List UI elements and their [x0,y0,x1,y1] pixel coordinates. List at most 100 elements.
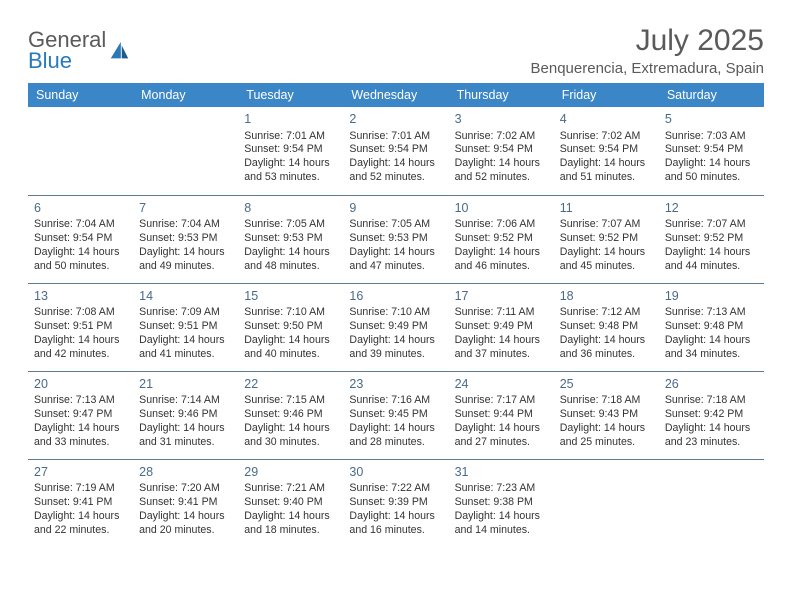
sunrise-line: Sunrise: 7:19 AM [34,482,127,496]
calendar-day: 14Sunrise: 7:09 AMSunset: 9:51 PMDayligh… [133,283,238,371]
day-number: 15 [244,288,337,305]
day-info: Sunrise: 7:21 AMSunset: 9:40 PMDaylight:… [244,482,337,538]
sunset-line: Sunset: 9:51 PM [139,320,232,334]
day-number: 26 [665,376,758,393]
calendar-day: 5Sunrise: 7:03 AMSunset: 9:54 PMDaylight… [659,107,764,195]
weekday-header: Tuesday [238,83,343,107]
calendar-day: 10Sunrise: 7:06 AMSunset: 9:52 PMDayligh… [449,195,554,283]
brand-line2: Blue [28,51,106,72]
sunset-line: Sunset: 9:40 PM [244,496,337,510]
sunrise-line: Sunrise: 7:16 AM [349,394,442,408]
day-number: 31 [455,464,548,481]
day-number: 10 [455,200,548,217]
sunrise-line: Sunrise: 7:05 AM [244,218,337,232]
day-number: 4 [560,111,653,128]
sunset-line: Sunset: 9:39 PM [349,496,442,510]
day-info: Sunrise: 7:10 AMSunset: 9:49 PMDaylight:… [349,306,442,362]
day-info: Sunrise: 7:01 AMSunset: 9:54 PMDaylight:… [244,130,337,186]
daylight-line: Daylight: 14 hours and 27 minutes. [455,422,548,450]
sunrise-line: Sunrise: 7:22 AM [349,482,442,496]
calendar-day: 13Sunrise: 7:08 AMSunset: 9:51 PMDayligh… [28,283,133,371]
day-number: 24 [455,376,548,393]
daylight-line: Daylight: 14 hours and 22 minutes. [34,510,127,538]
day-number: 25 [560,376,653,393]
title-block: July 2025 Benquerencia, Extremadura, Spa… [531,24,764,77]
daylight-line: Daylight: 14 hours and 39 minutes. [349,334,442,362]
sunrise-line: Sunrise: 7:03 AM [665,130,758,144]
sunrise-line: Sunrise: 7:11 AM [455,306,548,320]
day-info: Sunrise: 7:09 AMSunset: 9:51 PMDaylight:… [139,306,232,362]
sunset-line: Sunset: 9:52 PM [560,232,653,246]
calendar-week: 27Sunrise: 7:19 AMSunset: 9:41 PMDayligh… [28,459,764,547]
sunset-line: Sunset: 9:54 PM [244,143,337,157]
sunset-line: Sunset: 9:54 PM [665,143,758,157]
calendar-day: 19Sunrise: 7:13 AMSunset: 9:48 PMDayligh… [659,283,764,371]
day-info: Sunrise: 7:08 AMSunset: 9:51 PMDaylight:… [34,306,127,362]
calendar-day: 26Sunrise: 7:18 AMSunset: 9:42 PMDayligh… [659,371,764,459]
day-info: Sunrise: 7:01 AMSunset: 9:54 PMDaylight:… [349,130,442,186]
daylight-line: Daylight: 14 hours and 51 minutes. [560,157,653,185]
sunset-line: Sunset: 9:47 PM [34,408,127,422]
sunset-line: Sunset: 9:41 PM [139,496,232,510]
weekday-header: Sunday [28,83,133,107]
sunrise-line: Sunrise: 7:17 AM [455,394,548,408]
sunrise-line: Sunrise: 7:05 AM [349,218,442,232]
calendar-week: 20Sunrise: 7:13 AMSunset: 9:47 PMDayligh… [28,371,764,459]
day-info: Sunrise: 7:18 AMSunset: 9:42 PMDaylight:… [665,394,758,450]
weekday-header: Wednesday [343,83,448,107]
sunrise-line: Sunrise: 7:10 AM [244,306,337,320]
sunset-line: Sunset: 9:54 PM [349,143,442,157]
day-info: Sunrise: 7:02 AMSunset: 9:54 PMDaylight:… [455,130,548,186]
weekday-header: Thursday [449,83,554,107]
day-info: Sunrise: 7:13 AMSunset: 9:48 PMDaylight:… [665,306,758,362]
day-info: Sunrise: 7:10 AMSunset: 9:50 PMDaylight:… [244,306,337,362]
daylight-line: Daylight: 14 hours and 52 minutes. [455,157,548,185]
calendar-day-empty [133,107,238,195]
day-number: 13 [34,288,127,305]
calendar-day: 27Sunrise: 7:19 AMSunset: 9:41 PMDayligh… [28,459,133,547]
day-info: Sunrise: 7:22 AMSunset: 9:39 PMDaylight:… [349,482,442,538]
day-info: Sunrise: 7:17 AMSunset: 9:44 PMDaylight:… [455,394,548,450]
sunset-line: Sunset: 9:44 PM [455,408,548,422]
day-number: 17 [455,288,548,305]
calendar-table: SundayMondayTuesdayWednesdayThursdayFrid… [28,83,764,547]
day-info: Sunrise: 7:11 AMSunset: 9:49 PMDaylight:… [455,306,548,362]
weekday-header: Friday [554,83,659,107]
sunset-line: Sunset: 9:46 PM [139,408,232,422]
daylight-line: Daylight: 14 hours and 40 minutes. [244,334,337,362]
daylight-line: Daylight: 14 hours and 45 minutes. [560,246,653,274]
day-number: 1 [244,111,337,128]
calendar-day: 28Sunrise: 7:20 AMSunset: 9:41 PMDayligh… [133,459,238,547]
daylight-line: Daylight: 14 hours and 14 minutes. [455,510,548,538]
calendar-day: 12Sunrise: 7:07 AMSunset: 9:52 PMDayligh… [659,195,764,283]
sunset-line: Sunset: 9:53 PM [349,232,442,246]
sunrise-line: Sunrise: 7:13 AM [665,306,758,320]
calendar-day: 11Sunrise: 7:07 AMSunset: 9:52 PMDayligh… [554,195,659,283]
sunrise-line: Sunrise: 7:18 AM [560,394,653,408]
day-number: 29 [244,464,337,481]
brand-text: General Blue [28,30,106,72]
day-info: Sunrise: 7:12 AMSunset: 9:48 PMDaylight:… [560,306,653,362]
day-number: 14 [139,288,232,305]
calendar-day: 9Sunrise: 7:05 AMSunset: 9:53 PMDaylight… [343,195,448,283]
day-number: 28 [139,464,232,481]
sail-icon [108,40,130,62]
daylight-line: Daylight: 14 hours and 28 minutes. [349,422,442,450]
day-number: 18 [560,288,653,305]
sunrise-line: Sunrise: 7:18 AM [665,394,758,408]
sunset-line: Sunset: 9:54 PM [455,143,548,157]
sunrise-line: Sunrise: 7:14 AM [139,394,232,408]
calendar-day: 6Sunrise: 7:04 AMSunset: 9:54 PMDaylight… [28,195,133,283]
day-number: 11 [560,200,653,217]
daylight-line: Daylight: 14 hours and 23 minutes. [665,422,758,450]
sunrise-line: Sunrise: 7:08 AM [34,306,127,320]
daylight-line: Daylight: 14 hours and 46 minutes. [455,246,548,274]
calendar-day: 17Sunrise: 7:11 AMSunset: 9:49 PMDayligh… [449,283,554,371]
day-number: 7 [139,200,232,217]
day-number: 8 [244,200,337,217]
calendar-day: 8Sunrise: 7:05 AMSunset: 9:53 PMDaylight… [238,195,343,283]
sunset-line: Sunset: 9:54 PM [560,143,653,157]
day-info: Sunrise: 7:05 AMSunset: 9:53 PMDaylight:… [244,218,337,274]
sunrise-line: Sunrise: 7:13 AM [34,394,127,408]
calendar-day: 2Sunrise: 7:01 AMSunset: 9:54 PMDaylight… [343,107,448,195]
